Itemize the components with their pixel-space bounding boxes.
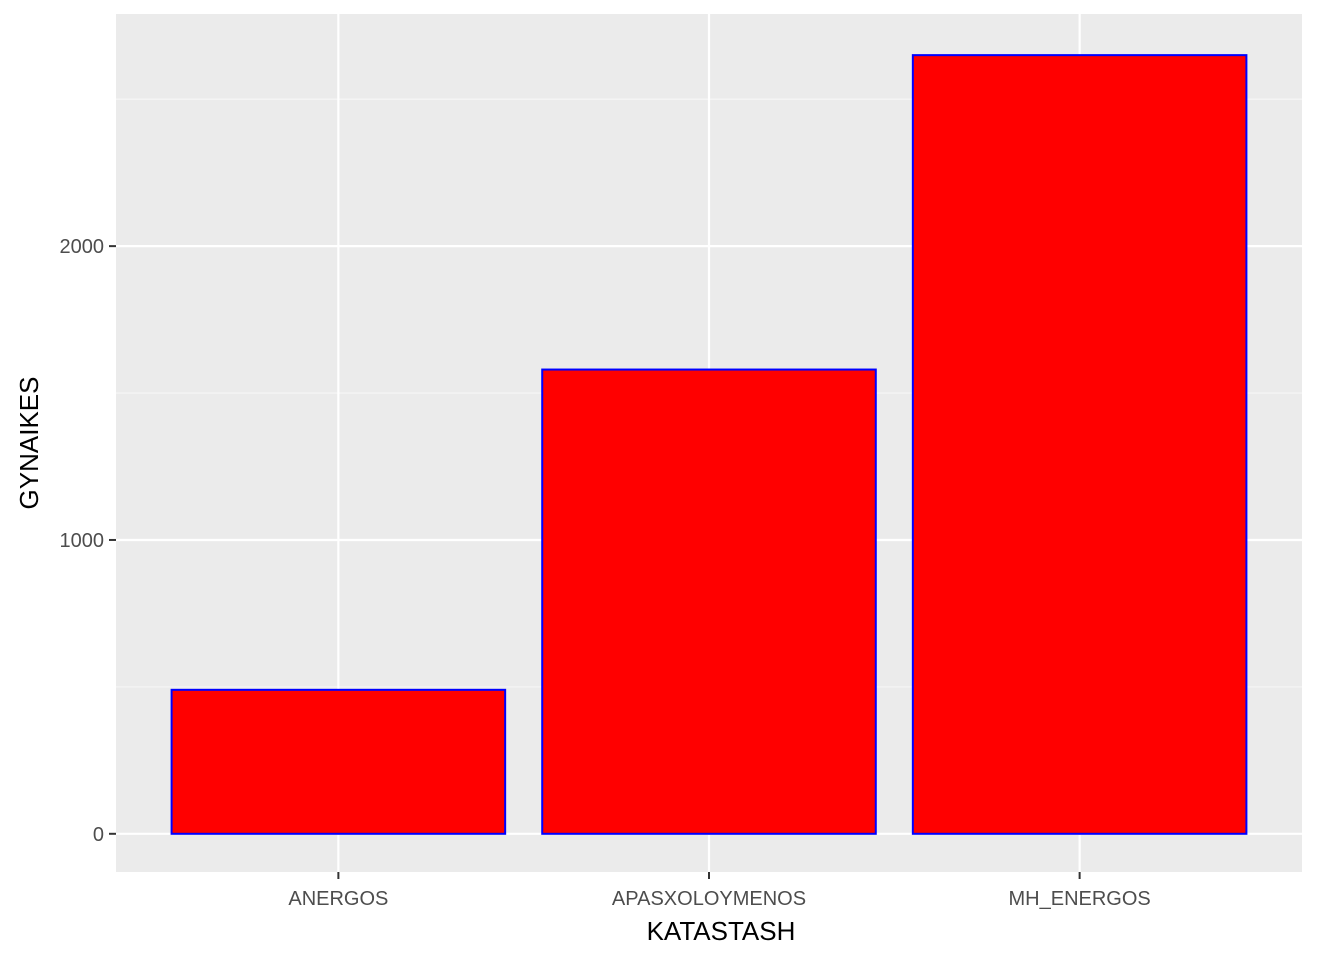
bar-anergos bbox=[170, 688, 507, 835]
x-axis-title: KATASTASH bbox=[647, 916, 796, 946]
y-axis-ticks bbox=[109, 245, 116, 835]
bar-mh-energos bbox=[911, 54, 1248, 835]
y-tick-label: 0 bbox=[93, 824, 104, 846]
x-tick-label: APASXOLOYMENOS bbox=[612, 888, 806, 910]
bar-apasxoloymenos bbox=[541, 368, 877, 835]
x-axis-ticks bbox=[337, 872, 1081, 879]
x-tick-label: MH_ENERGOS bbox=[1009, 888, 1151, 910]
x-tick-label: ANERGOS bbox=[288, 888, 388, 910]
bars bbox=[170, 54, 1248, 835]
x-axis-tick-labels: ANERGOS APASXOLOYMENOS MH_ENERGOS bbox=[288, 888, 1150, 910]
y-tick-label: 2000 bbox=[60, 236, 105, 258]
y-axis-tick-labels: 0 1000 2000 bbox=[60, 236, 105, 846]
y-tick-label: 1000 bbox=[60, 530, 105, 552]
y-axis-title: GYNAIKES bbox=[14, 377, 44, 510]
